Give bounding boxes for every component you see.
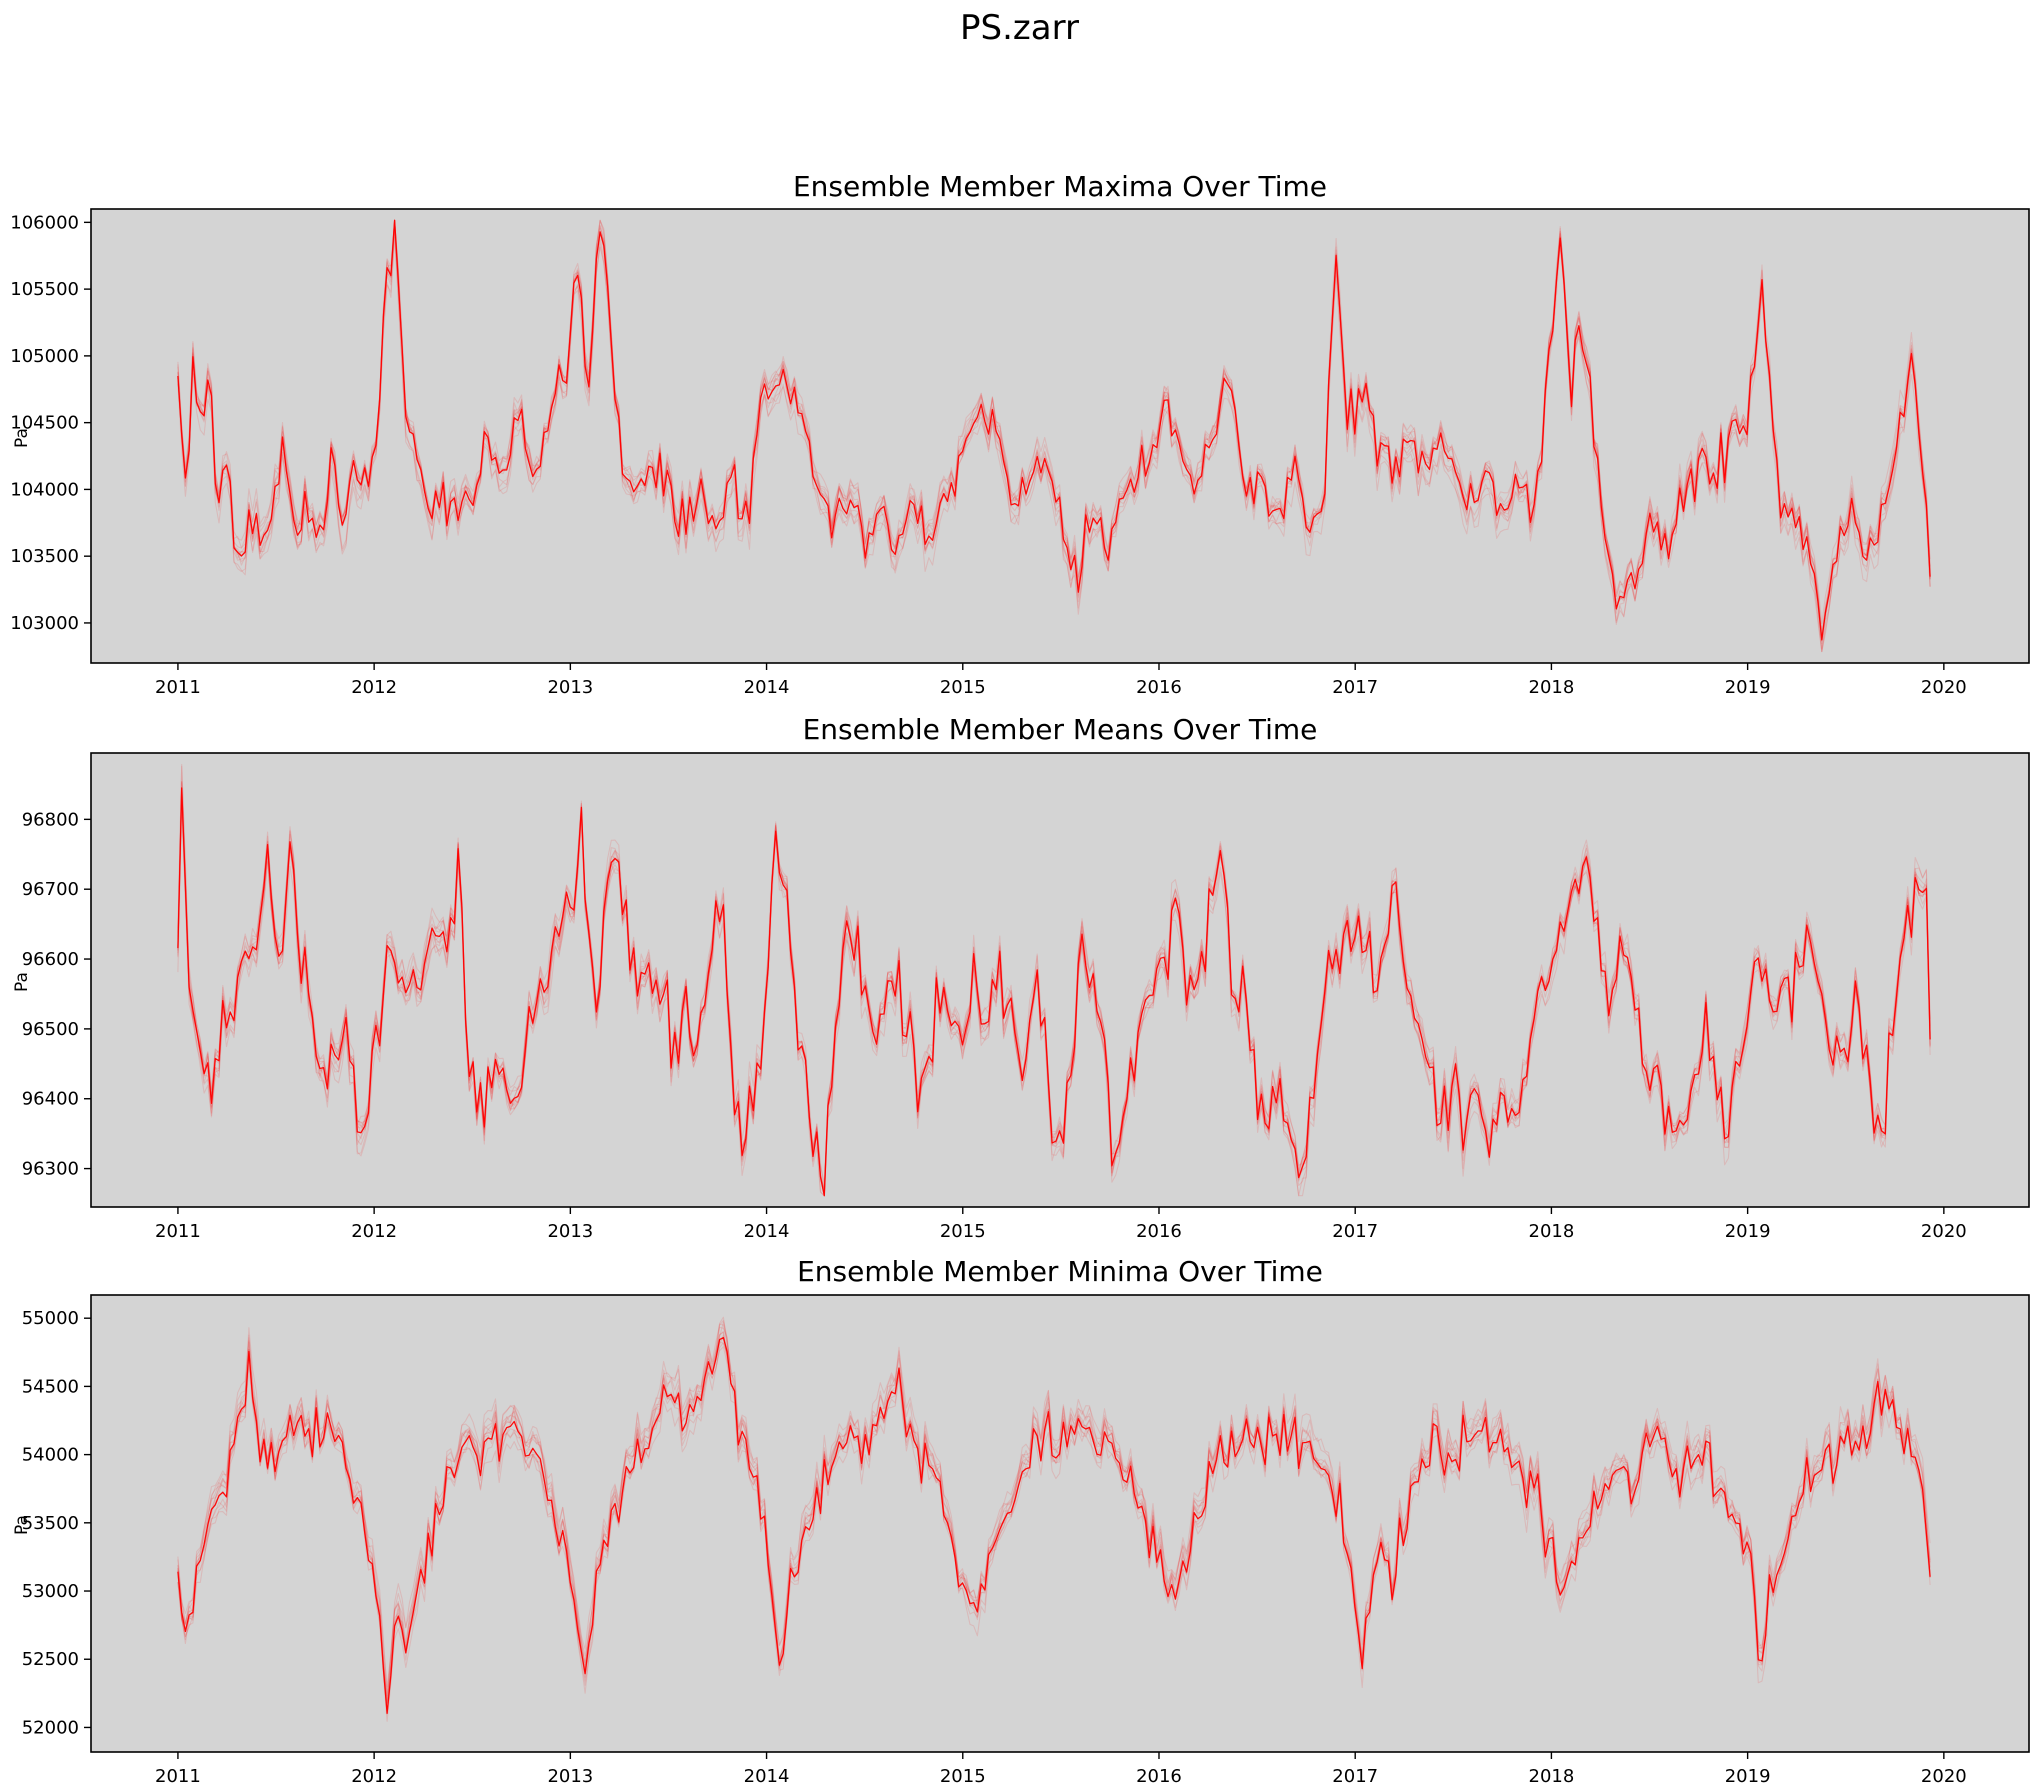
ensemble-member-line bbox=[177, 1341, 1931, 1705]
y-tick-label: 52000 bbox=[22, 1717, 79, 1738]
subplot-minima-title: Ensemble Member Minima Over Time bbox=[797, 1255, 1323, 1288]
y-tick-label: 106000 bbox=[10, 212, 79, 233]
x-tick-label: 2018 bbox=[1529, 1766, 1575, 1783]
ensemble-member-line bbox=[177, 219, 1931, 624]
y-tick-label: 103500 bbox=[10, 546, 79, 567]
y-tick-label: 104500 bbox=[10, 413, 79, 434]
x-tick-label: 2014 bbox=[744, 1221, 790, 1242]
y-tick-label: 96500 bbox=[22, 1019, 79, 1040]
x-tick-label: 2016 bbox=[1136, 677, 1182, 698]
ensemble-member-line bbox=[177, 1319, 1931, 1697]
axes-frame bbox=[90, 208, 2030, 664]
y-tick-label: 103000 bbox=[10, 613, 79, 634]
ensemble-member-line bbox=[177, 1321, 1931, 1704]
subplot-minima-ylabel: Pa bbox=[12, 1515, 32, 1535]
ensemble-center-line bbox=[177, 1336, 1931, 1714]
y-tick-label: 96300 bbox=[22, 1159, 79, 1180]
y-tick-label: 53500 bbox=[22, 1513, 79, 1534]
subplot-means-ylabel: Pa bbox=[12, 972, 32, 992]
ensemble-member-line bbox=[177, 781, 1931, 1196]
subplot-means-title: Ensemble Member Means Over Time bbox=[802, 713, 1318, 746]
x-tick-label: 2015 bbox=[940, 1766, 986, 1783]
ensemble-member-line bbox=[177, 800, 1931, 1197]
figure-title: PS.zarr bbox=[960, 8, 1079, 48]
x-tick-label: 2017 bbox=[1332, 1221, 1378, 1242]
ensemble-member-line bbox=[177, 791, 1931, 1196]
x-tick-label: 2014 bbox=[744, 1766, 790, 1783]
x-tick-label: 2013 bbox=[547, 1221, 593, 1242]
y-tick-label: 104000 bbox=[10, 479, 79, 500]
y-tick-label: 96700 bbox=[22, 879, 79, 900]
x-tick-label: 2012 bbox=[351, 677, 397, 698]
y-tick-label: 54000 bbox=[22, 1445, 79, 1466]
ensemble-member-line bbox=[177, 795, 1931, 1197]
ensemble-center-line bbox=[177, 787, 1931, 1197]
x-tick-label: 2017 bbox=[1332, 677, 1378, 698]
x-tick-label: 2017 bbox=[1332, 1766, 1378, 1783]
x-tick-label: 2015 bbox=[940, 1221, 986, 1242]
x-tick-label: 2011 bbox=[155, 1221, 201, 1242]
x-tick-label: 2015 bbox=[940, 677, 986, 698]
subplot-maxima-ylabel: Pa bbox=[12, 428, 32, 448]
plot-area bbox=[91, 209, 2029, 663]
ensemble-member-line bbox=[177, 1334, 1931, 1711]
ensemble-member-line bbox=[177, 1326, 1931, 1688]
ensemble-lines bbox=[177, 219, 1931, 653]
x-tick-label: 2016 bbox=[1136, 1766, 1182, 1783]
y-tick-label: 54500 bbox=[22, 1376, 79, 1397]
ensemble-member-line bbox=[177, 804, 1931, 1197]
y-tick-label: 96400 bbox=[22, 1089, 79, 1110]
x-tick-label: 2014 bbox=[744, 677, 790, 698]
y-tick-label: 105000 bbox=[10, 346, 79, 367]
ensemble-member-line bbox=[177, 1316, 1931, 1702]
x-tick-label: 2018 bbox=[1529, 677, 1575, 698]
subplot-maxima-title: Ensemble Member Maxima Over Time bbox=[792, 170, 1328, 203]
ensemble-member-line bbox=[177, 782, 1931, 1190]
x-tick-label: 2019 bbox=[1725, 1766, 1771, 1783]
ensemble-member-line bbox=[177, 236, 1931, 653]
ensemble-member-line bbox=[177, 219, 1931, 642]
ensemble-member-line bbox=[177, 765, 1931, 1192]
ensemble-member-line bbox=[177, 1346, 1931, 1722]
x-tick-label: 2020 bbox=[1921, 677, 1967, 698]
x-tick-label: 2011 bbox=[155, 677, 201, 698]
ensemble-lines bbox=[177, 763, 1931, 1197]
x-tick-label: 2020 bbox=[1921, 1221, 1967, 1242]
x-tick-label: 2020 bbox=[1921, 1766, 1967, 1783]
y-tick-label: 55000 bbox=[22, 1308, 79, 1329]
plot-area bbox=[91, 753, 2029, 1207]
x-tick-label: 2012 bbox=[351, 1221, 397, 1242]
x-tick-label: 2019 bbox=[1725, 677, 1771, 698]
ensemble-center-line bbox=[177, 219, 1931, 641]
y-tick-label: 105500 bbox=[10, 279, 79, 300]
ensemble-lines bbox=[177, 1316, 1931, 1722]
axes-frame bbox=[90, 752, 2030, 1208]
x-tick-label: 2019 bbox=[1725, 1221, 1771, 1242]
x-tick-label: 2018 bbox=[1529, 1221, 1575, 1242]
ensemble-member-line bbox=[177, 228, 1931, 653]
plot-area bbox=[91, 1295, 2029, 1752]
ensemble-member-line bbox=[177, 800, 1931, 1196]
y-tick-label: 53000 bbox=[22, 1581, 79, 1602]
y-tick-label: 96800 bbox=[22, 809, 79, 830]
x-tick-label: 2011 bbox=[155, 1766, 201, 1783]
y-tick-label: 96600 bbox=[22, 949, 79, 970]
subplot-1: 96300 96400 96500 96600 96700 96800 2011 2012 20… bbox=[22, 752, 2030, 1242]
ensemble-member-line bbox=[177, 232, 1931, 653]
x-tick-label: 2013 bbox=[547, 677, 593, 698]
subplot-2: 52000 52500 53000 53500 54000 54500 55000 2011 2… bbox=[22, 1294, 2030, 1783]
ensemble-member-line bbox=[177, 1323, 1931, 1694]
x-tick-label: 2012 bbox=[351, 1766, 397, 1783]
ensemble-member-line bbox=[177, 224, 1931, 645]
subplot-0: 103000 103500 104000 104500 105000 105500 1060… bbox=[10, 208, 2030, 698]
x-tick-label: 2013 bbox=[547, 1766, 593, 1783]
ensemble-member-line bbox=[177, 789, 1931, 1191]
x-tick-label: 2016 bbox=[1136, 1221, 1182, 1242]
y-tick-label: 52500 bbox=[22, 1649, 79, 1670]
